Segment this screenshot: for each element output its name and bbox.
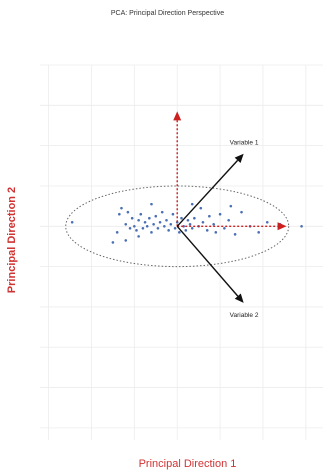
data-point (145, 224, 149, 228)
data-point (229, 204, 233, 208)
variable-1-arrow-head (234, 153, 244, 164)
confidence-ellipse (65, 185, 290, 268)
data-point (173, 227, 177, 230)
data-point (167, 229, 170, 232)
arrows-layer: Variable 1 Variable 2 (173, 111, 287, 319)
data-point (158, 220, 162, 224)
data-point (143, 220, 147, 224)
data-point (218, 212, 222, 216)
data-point (137, 218, 140, 222)
data-point (169, 222, 173, 226)
data-point (171, 212, 175, 216)
data-point (137, 235, 140, 238)
data-point (300, 224, 303, 228)
confidence-ellipse-layer (65, 185, 290, 268)
y-axis-label: Principal Direction 2 (6, 186, 18, 294)
variable-1-label: Variable 1 (230, 140, 259, 147)
data-point (115, 231, 119, 234)
data-point (128, 227, 132, 230)
data-point (118, 212, 121, 216)
data-point (193, 216, 196, 220)
data-point (141, 227, 145, 230)
grid-lines (40, 64, 323, 440)
data-point (120, 206, 123, 210)
variable-2-arrow-shaft (176, 225, 239, 297)
data-point (165, 218, 168, 222)
data-point (148, 216, 151, 220)
chart-title: PCA: Principal Direction Perspective (110, 10, 225, 17)
data-point (190, 202, 194, 206)
data-point (223, 227, 226, 230)
data-point (160, 210, 164, 214)
data-point (124, 239, 128, 242)
data-points (70, 202, 303, 244)
data-point (240, 210, 243, 214)
data-point (180, 216, 183, 220)
data-point (163, 224, 166, 228)
data-point (154, 214, 158, 218)
data-point (152, 222, 155, 226)
variable-2-label: Variable 2 (230, 312, 259, 319)
data-point (150, 231, 153, 234)
data-point (111, 241, 115, 244)
data-point (233, 233, 237, 236)
data-point (208, 214, 211, 218)
data-point (265, 220, 269, 224)
data-point (227, 218, 230, 222)
data-point (150, 202, 153, 206)
data-point (201, 220, 205, 224)
data-point (214, 231, 218, 234)
data-point (126, 210, 130, 214)
data-point (156, 227, 160, 230)
data-point (124, 222, 128, 226)
data-point (257, 231, 260, 234)
data-point (184, 229, 188, 232)
data-point (135, 229, 138, 232)
variable-2-arrow-head (234, 293, 244, 303)
data-point (190, 227, 194, 230)
data-point (205, 229, 209, 232)
x-axis-label: Principal Direction 1 (138, 458, 237, 470)
data-point (139, 212, 143, 216)
principal-direction-2-arrow-head (173, 111, 182, 121)
data-point (178, 231, 181, 234)
principal-direction-1-arrow-head (277, 222, 287, 231)
data-point (186, 218, 190, 222)
data-point (70, 220, 74, 224)
variable-1-arrow-shaft (176, 159, 239, 227)
data-point (199, 206, 203, 210)
data-point (188, 222, 192, 226)
data-point (130, 216, 134, 220)
data-point (212, 222, 215, 226)
data-point (133, 224, 136, 228)
